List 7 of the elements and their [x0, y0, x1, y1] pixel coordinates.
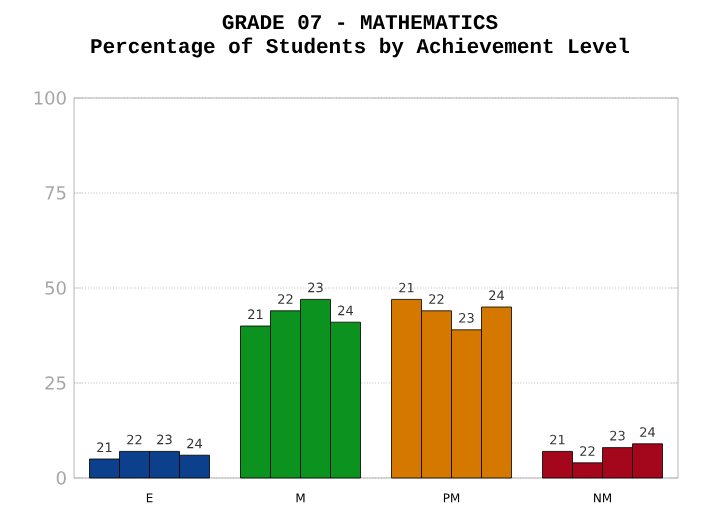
y-tick-label: 100 — [34, 91, 66, 105]
y-tick-label: 0 — [56, 471, 66, 485]
y-tick-label: 25 — [45, 376, 66, 390]
y-tick-label: 50 — [45, 281, 66, 295]
chart-title: GRADE 07 - MATHEMATICS — [222, 15, 498, 30]
chart-subtitle: Percentage of Students by Achievement Level — [91, 37, 630, 58]
y-tick-label: 75 — [45, 186, 66, 200]
